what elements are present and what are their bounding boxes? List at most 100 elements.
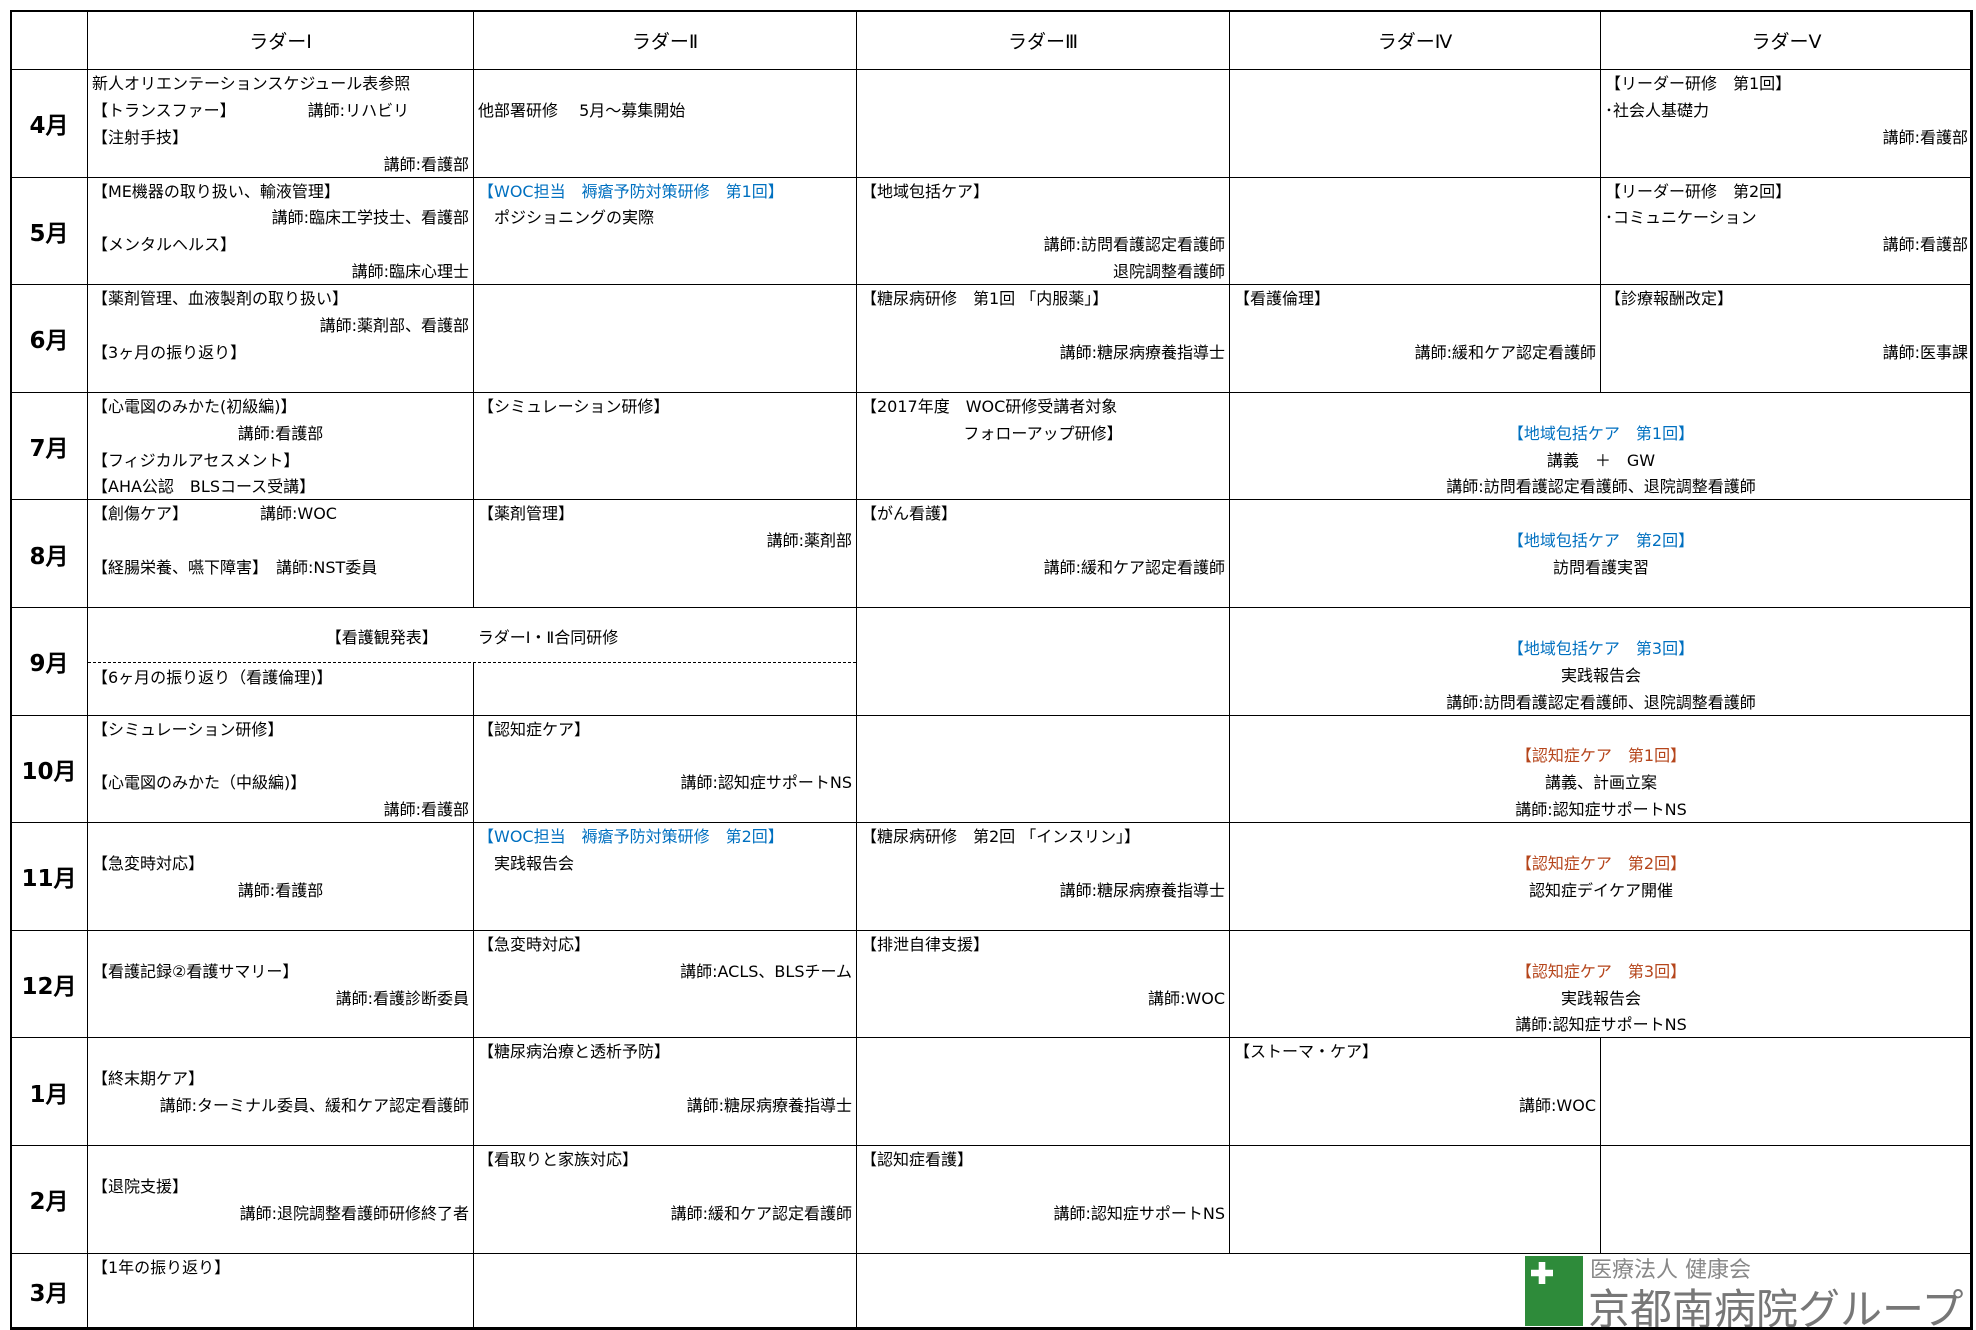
cell-text: 【がん看護】 [861, 504, 958, 524]
cell-text: 講師:訪問看護認定看護師 [1043, 235, 1225, 255]
cell-text: 【WOC担当 褥瘡予防対策研修 第2回】 [478, 827, 784, 847]
schedule-cell: 【薬剤管理、血液製剤の取り扱い】 講師:薬剤部、看護部 【3ヶ月の振り返り】 [87, 284, 474, 393]
schedule-cell: 【心電図のみかた(初級編)】 講師:看護部 【フィジカルアセスメント】 【AHA公認 … [87, 391, 474, 501]
month-label: 12月 [21, 974, 77, 1001]
month-cell: 1月 [10, 1037, 88, 1146]
cell-text: 講師:認知症サポートNS [1515, 1015, 1687, 1035]
schedule-cell: 【看護記録②看護サマリー】 講師:看護診断委員 [87, 929, 474, 1039]
cell-text: 講師:WOC [1148, 988, 1225, 1008]
schedule-cell: 【リーダー研修 第2回】 ･コミュニケーション 講師:看護部 [1600, 176, 1973, 286]
cell-text: 【シミュレーション研修】 [92, 719, 284, 739]
month-cell: 7月 [10, 391, 88, 501]
cell-text: 実践報告会 [1560, 665, 1641, 685]
month-label: 11月 [21, 866, 77, 893]
schedule-cell: 【診療報酬改定】講師:医事課 [1600, 284, 1973, 393]
cell-text: 講師:ACLS、BLSチーム [680, 961, 852, 981]
month-cell: 10月 [10, 714, 88, 824]
cell-text: ･コミュニケーション [1605, 208, 1757, 228]
cell-text: 講義、計画立案 [1544, 773, 1657, 793]
cell-text: 【認知症看護】 [861, 1150, 974, 1169]
schedule-cell: 新人オリエンテーションスケジュール表参照 【トランスファー】 講師:リハビリ 【注射… [87, 69, 474, 178]
cell-text: 【フィジカルアセスメント】 [92, 450, 300, 470]
schedule-cell: 【糖尿病研修 第2回 「インスリン」】 講師:糖尿病療養指導士 [856, 822, 1230, 931]
cell-text: 【リーダー研修 第2回】 [1605, 181, 1792, 201]
schedule-cell: 【地域包括ケア 第2回】 訪問看護実習 [1229, 499, 1973, 608]
header-cell: ラダーⅠ [87, 10, 474, 70]
cell-text: 【診療報酬改定】 [1605, 289, 1734, 309]
cell-text: 新人オリエンテーションスケジュール表参照 [92, 74, 411, 93]
cell-text: 講師:認知症サポートNS [680, 773, 852, 793]
cell-text: 【地域包括ケア 第3回】 [1507, 638, 1695, 658]
schedule-cell: 【認知症ケア 第1回】 講義、計画立案講師:認知症サポートNS [1229, 714, 1973, 824]
cell-text: 【6ヶ月の振り返り（看護倫理)】 [92, 667, 333, 687]
cell-text: 【認知症ケア 第1回】 [1515, 746, 1687, 766]
cell-text: フォローアップ研修】 [963, 423, 1123, 443]
cell-text: 講師:認知症サポートNS [1515, 800, 1687, 820]
month-label: 9月 [29, 651, 69, 678]
schedule-cell [473, 1252, 857, 1330]
schedule-cell: 【認知症看護】講師:認知症サポートNS [856, 1145, 1230, 1254]
month-cell: 9月 [10, 607, 88, 716]
header-corner [10, 10, 88, 70]
header-label: ラダーⅡ [631, 30, 699, 53]
cell-text: 【認知症ケア 第2回】 [1515, 854, 1687, 874]
schedule-cell: 【シミュレーション研修】【心電図のみかた（中級編)】講師:看護部 [87, 714, 474, 824]
cell-divider [473, 661, 474, 715]
cell-text: 講師:訪問看護認定看護師、退院調整看護師 [1446, 477, 1756, 497]
cell-text: 【終末期ケア】 [92, 1069, 205, 1089]
cell-text: 【糖尿病研修 第1回 「内服薬」】 [861, 289, 1109, 309]
cell-text: 【急変時対応】 [478, 934, 591, 954]
schedule-cell [856, 607, 1230, 716]
schedule-cell [1600, 1145, 1973, 1254]
month-cell: 8月 [10, 499, 88, 608]
cell-text: 実践報告会 [1560, 988, 1641, 1008]
cell-text: 【シミュレーション研修】 [478, 396, 670, 416]
schedule-cell: 【ストーマ・ケア】 講師:WOC [1229, 1037, 1601, 1146]
schedule-cell: 【地域包括ケア】 講師:訪問看護認定看護師 退院調整看護師 [856, 176, 1230, 286]
header-cell: ラダーⅤ [1600, 10, 1973, 70]
month-label: 8月 [29, 543, 69, 570]
cell-text: 講師:看護部 [383, 800, 469, 820]
cell-text: 講師:臨床心理士 [351, 262, 469, 282]
header-label: ラダーⅢ [1007, 30, 1079, 53]
schedule-cell: 【ME機器の取り扱い、輸液管理】 講師:臨床工学技士、看護部 【メンタルヘルス】 講師… [87, 176, 474, 286]
cell-text: 講師:糖尿病療養指導士 [1059, 880, 1225, 900]
schedule-cell: 【WOC担当 褥瘡予防対策研修 第1回】 ポジショニングの実際 [473, 176, 857, 286]
cell-text: 実践報告会 [478, 854, 575, 874]
cell-text: 訪問看護実習 [1552, 558, 1649, 578]
cell-text: 【地域包括ケア 第2回】 [1507, 531, 1695, 551]
cell-text: 【看護倫理】 [1234, 289, 1331, 309]
month-cell: 2月 [10, 1145, 88, 1254]
cell-text: 講師:薬剤部、看護部 [319, 316, 469, 336]
cell-text: 【メンタルヘルス】 [92, 235, 237, 255]
cell-text: 講義 ＋ GW [1546, 450, 1656, 470]
cell-text: 【看護観発表】 ラダーⅠ・Ⅱ合同研修 [325, 628, 619, 648]
cell-text: 【経腸栄養、嚥下障害】 講師:NST委員 [92, 558, 378, 578]
schedule-cell: 【地域包括ケア 第3回】 実践報告会講師:訪問看護認定看護師、退院調整看護師 [1229, 607, 1973, 716]
month-cell: 12月 [10, 929, 88, 1039]
header-cell: ラダーⅣ [1229, 10, 1601, 70]
cell-text: 講師:医事課 [1882, 342, 1968, 362]
cell-text: 【ME機器の取り扱い、輸液管理】 [92, 181, 340, 201]
cell-text: 講師:緩和ケア認定看護師 [670, 1203, 852, 1223]
schedule-cell: 【退院支援】 講師:退院調整看護師研修終了者 [87, 1145, 474, 1254]
schedule-cell: 【急変時対応】 講師:看護部 [87, 822, 474, 931]
schedule-cell: 【看護観発表】 ラダーⅠ・Ⅱ合同研修【6ヶ月の振り返り（看護倫理)】 [87, 607, 857, 716]
schedule-cell: 【がん看護】 講師:緩和ケア認定看護師 [856, 499, 1230, 608]
month-label: 3月 [29, 1281, 69, 1308]
cell-text: 【糖尿病治療と透析予防】 [478, 1042, 671, 1062]
schedule-cell: 【排泄自律支援】 講師:WOC [856, 929, 1230, 1039]
dashed-divider [88, 661, 856, 663]
logo-subtitle: 医療法人 健康会 [1590, 1258, 1751, 1283]
cell-text: 他部署研修 5月～募集開始 [478, 100, 686, 120]
schedule-cell [1229, 69, 1601, 178]
schedule-cell [1229, 176, 1601, 286]
month-label: 1月 [29, 1081, 69, 1108]
cell-text: 【急変時対応】 [92, 854, 205, 874]
cell-text: 講師:認知症サポートNS [1053, 1203, 1225, 1223]
cell-text: 【認知症ケア 第3回】 [1515, 961, 1687, 981]
schedule-cell: 【急変時対応】講師:ACLS、BLSチーム [473, 929, 857, 1039]
cell-text: 講師:訪問看護認定看護師、退院調整看護師 [1446, 692, 1756, 712]
cell-text: 【心電図のみかた（中級編)】 [92, 773, 307, 793]
cell-text: 講師:糖尿病療養指導士 [686, 1096, 852, 1116]
